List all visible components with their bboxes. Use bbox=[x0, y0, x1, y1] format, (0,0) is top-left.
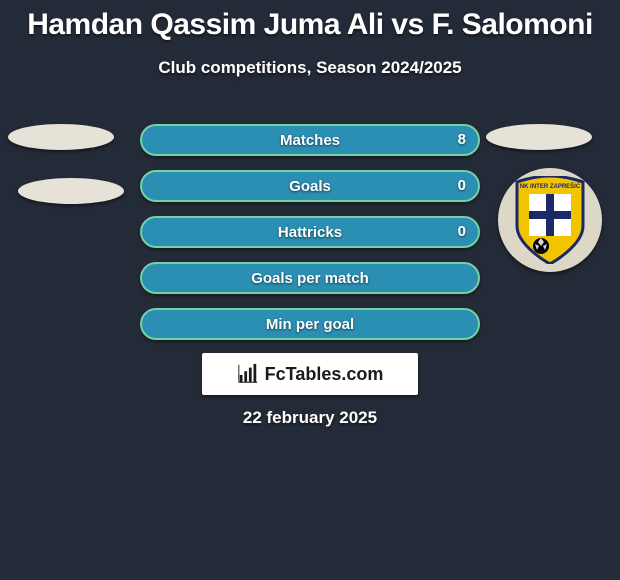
stat-pill: Goals 0 bbox=[140, 170, 480, 202]
stat-label: Goals per match bbox=[251, 270, 369, 287]
stat-pill: Hattricks 0 bbox=[140, 216, 480, 248]
stat-pill: Min per goal bbox=[140, 308, 480, 340]
stat-label: Hattricks bbox=[278, 224, 342, 241]
page-title: Hamdan Qassim Juma Ali vs F. Salomoni bbox=[0, 0, 620, 42]
stat-rows: Matches 8 Goals 0 Hattricks 0 Goals per match M… bbox=[0, 120, 620, 350]
stat-label: Goals bbox=[289, 178, 331, 195]
stat-row: Goals 0 bbox=[0, 166, 620, 212]
stat-right-value: 8 bbox=[458, 131, 466, 148]
stat-right-value: 0 bbox=[458, 177, 466, 194]
bar-chart-icon bbox=[237, 363, 259, 385]
fctables-logo: FcTables.com bbox=[202, 353, 418, 395]
comparison-infographic: Hamdan Qassim Juma Ali vs F. Salomoni Cl… bbox=[0, 0, 620, 580]
stat-label: Matches bbox=[280, 132, 340, 149]
stat-pill: Goals per match bbox=[140, 262, 480, 294]
stat-label: Min per goal bbox=[266, 316, 354, 333]
stat-pill: Matches 8 bbox=[140, 124, 480, 156]
stat-row: Matches 8 bbox=[0, 120, 620, 166]
logo-text: FcTables.com bbox=[265, 364, 384, 385]
stat-row: Hattricks 0 bbox=[0, 212, 620, 258]
stat-row: Min per goal bbox=[0, 304, 620, 350]
page-subtitle: Club competitions, Season 2024/2025 bbox=[0, 58, 620, 78]
stat-right-value: 0 bbox=[458, 223, 466, 240]
infographic-date: 22 february 2025 bbox=[0, 408, 620, 428]
stat-row: Goals per match bbox=[0, 258, 620, 304]
